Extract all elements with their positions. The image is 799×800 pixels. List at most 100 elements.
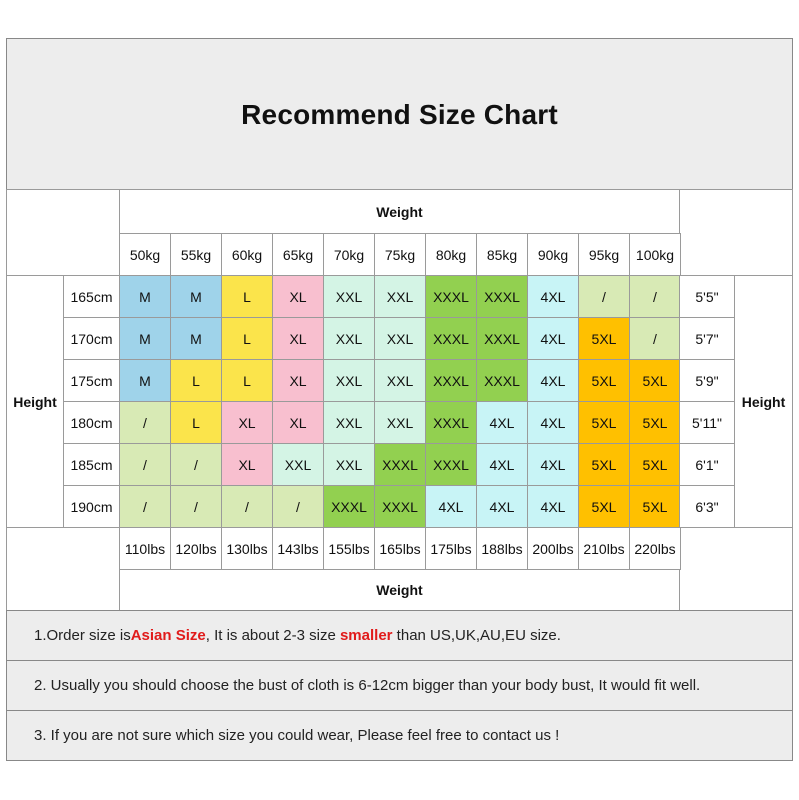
corner-top-left (6, 189, 120, 276)
size-cell: 5XL (578, 485, 630, 528)
page-title: Recommend Size Chart (241, 99, 558, 130)
note-1-text-a: 1.Order size is (34, 627, 131, 644)
size-cell: XXL (323, 275, 375, 318)
size-cell: XXL (323, 443, 375, 486)
weight-lbs-header: 120lbs (170, 527, 222, 570)
height-ft-label: 6'1" (679, 443, 735, 486)
size-cell: XXXL (425, 317, 477, 360)
height-ft-label: 5'7" (679, 317, 735, 360)
size-cell: 5XL (629, 401, 681, 444)
size-cell: XL (221, 401, 273, 444)
size-cell: XXXL (425, 359, 477, 402)
weight-header-top: Weight (119, 189, 680, 234)
corner-bottom-left (6, 527, 120, 611)
weight-kg-header: 70kg (323, 233, 375, 276)
height-ft-label: 5'11" (679, 401, 735, 444)
size-cell: XL (272, 401, 324, 444)
weight-lbs-header: 188lbs (476, 527, 528, 570)
size-cell: / (119, 401, 171, 444)
note-3-text: 3. If you are not sure which size you co… (34, 727, 560, 744)
weight-kg-header: 65kg (272, 233, 324, 276)
weight-lbs-header: 165lbs (374, 527, 426, 570)
size-cell: 4XL (527, 443, 579, 486)
size-cell: XXXL (476, 317, 528, 360)
size-cell: 5XL (578, 401, 630, 444)
size-cell: 5XL (578, 443, 630, 486)
height-cm-label: 180cm (63, 401, 120, 444)
size-cell: XXL (374, 359, 426, 402)
size-cell: XXL (323, 317, 375, 360)
height-cm-label: 165cm (63, 275, 120, 318)
size-cell: XXXL (476, 359, 528, 402)
size-cell: 5XL (578, 317, 630, 360)
size-cell: M (119, 359, 171, 402)
size-cell: XL (221, 443, 273, 486)
size-cell: 4XL (425, 485, 477, 528)
size-cell: 5XL (629, 359, 681, 402)
weight-kg-header: 100kg (629, 233, 681, 276)
weight-kg-header: 60kg (221, 233, 273, 276)
corner-bottom-right (679, 527, 793, 611)
height-cm-label: 170cm (63, 317, 120, 360)
size-cell: 4XL (527, 401, 579, 444)
note-1-smaller: smaller (339, 627, 393, 644)
note-2-text: 2. Usually you should choose the bust of… (34, 677, 701, 694)
size-cell: L (170, 401, 222, 444)
height-cm-label: 185cm (63, 443, 120, 486)
size-cell: 5XL (578, 359, 630, 402)
size-cell: / (578, 275, 630, 318)
size-cell: / (629, 317, 681, 360)
size-cell: XL (272, 359, 324, 402)
size-cell: 5XL (629, 485, 681, 528)
weight-lbs-header: 143lbs (272, 527, 324, 570)
note-1: 1.Order size is Asian Size , It is about… (6, 610, 793, 661)
weight-lbs-header: 110lbs (119, 527, 171, 570)
size-cell: XXL (374, 275, 426, 318)
corner-top-right (679, 189, 793, 276)
size-cell: XXXL (476, 275, 528, 318)
size-cell: L (221, 359, 273, 402)
size-cell: 4XL (476, 401, 528, 444)
weight-kg-header: 55kg (170, 233, 222, 276)
height-ft-label: 5'5" (679, 275, 735, 318)
size-cell: / (170, 443, 222, 486)
size-cell: 4XL (527, 359, 579, 402)
size-cell: 4XL (527, 317, 579, 360)
size-cell: M (170, 275, 222, 318)
size-cell: 4XL (476, 443, 528, 486)
size-cell: L (221, 275, 273, 318)
size-cell: XL (272, 275, 324, 318)
size-cell: / (272, 485, 324, 528)
weight-kg-header: 75kg (374, 233, 426, 276)
size-cell: XXL (374, 317, 426, 360)
weight-header-bottom: Weight (119, 569, 680, 611)
note-2: 2. Usually you should choose the bust of… (6, 660, 793, 711)
size-cell: L (170, 359, 222, 402)
size-cell: XXXL (425, 443, 477, 486)
size-cell: XXL (323, 359, 375, 402)
height-ft-label: 6'3" (679, 485, 735, 528)
size-cell: / (119, 485, 171, 528)
note-1-asian-size: Asian Size (130, 627, 206, 644)
height-label-left: Height (6, 275, 64, 528)
weight-lbs-header: 175lbs (425, 527, 477, 570)
weight-lbs-header: 220lbs (629, 527, 681, 570)
size-cell: XXXL (374, 443, 426, 486)
size-cell: M (119, 275, 171, 318)
size-cell: XXL (374, 401, 426, 444)
title-banner: Recommend Size Chart (6, 38, 793, 190)
height-cm-label: 190cm (63, 485, 120, 528)
size-cell: / (221, 485, 273, 528)
weight-kg-header: 90kg (527, 233, 579, 276)
height-cm-label: 175cm (63, 359, 120, 402)
height-ft-label: 5'9" (679, 359, 735, 402)
note-3: 3. If you are not sure which size you co… (6, 710, 793, 761)
weight-lbs-header: 200lbs (527, 527, 579, 570)
size-cell: XXXL (374, 485, 426, 528)
weight-lbs-header: 130lbs (221, 527, 273, 570)
size-cell: XXL (323, 401, 375, 444)
size-cell: / (170, 485, 222, 528)
size-cell: 4XL (476, 485, 528, 528)
size-cell: XXL (272, 443, 324, 486)
size-cell: L (221, 317, 273, 360)
